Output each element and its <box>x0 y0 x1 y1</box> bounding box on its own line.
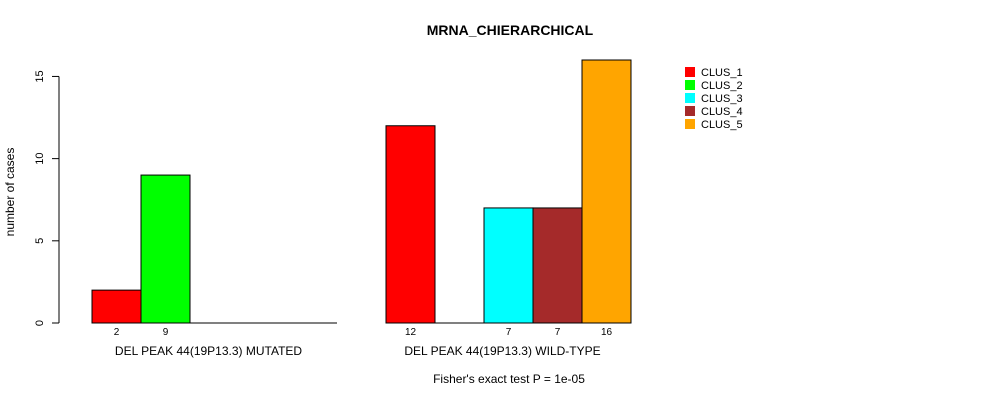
bar-clus-3 <box>483 207 534 324</box>
y-tick-label: 10 <box>34 153 46 165</box>
bar-clus-1 <box>91 289 142 324</box>
y-tick-label: 15 <box>34 70 46 82</box>
legend-label: CLUS_1 <box>701 67 743 79</box>
group-label: DEL PEAK 44(19P13.3) WILD-TYPE <box>404 344 600 358</box>
legend-label: CLUS_2 <box>701 80 743 92</box>
group-label: DEL PEAK 44(19P13.3) MUTATED <box>115 344 303 358</box>
legend-swatch <box>685 106 695 116</box>
legend-label: CLUS_4 <box>701 106 743 118</box>
legend-label: CLUS_3 <box>701 93 743 105</box>
y-axis: 0 5 10 15 <box>34 70 60 326</box>
y-tick-label: 0 <box>34 320 46 326</box>
bar-count-label: 9 <box>163 327 169 338</box>
bar-count-label: 2 <box>114 327 120 338</box>
fisher-test-label: Fisher's exact test P = 1e-05 <box>433 372 585 386</box>
bar-count-label: 7 <box>555 327 561 338</box>
legend-swatch <box>685 119 695 129</box>
value-labels: 2 9 12 7 7 16 <box>114 327 613 338</box>
bar-clus-4 <box>532 207 583 324</box>
bar-count-label: 12 <box>405 327 417 338</box>
group-labels: DEL PEAK 44(19P13.3) MUTATED DEL PEAK 44(… <box>115 344 601 358</box>
chart-title: MRNA_CHIERARCHICAL <box>427 22 594 38</box>
y-tick-label: 5 <box>34 238 46 244</box>
bar-count-label: 7 <box>506 327 512 338</box>
legend-swatch <box>685 80 695 90</box>
bars <box>91 59 632 324</box>
legend-swatch <box>685 67 695 77</box>
y-axis-label: number of cases <box>3 148 17 237</box>
legend-label: CLUS_5 <box>701 119 743 131</box>
legend-swatch <box>685 93 695 103</box>
bar-clus-1 <box>385 125 436 324</box>
bar-clus-5 <box>581 59 632 324</box>
bar-count-label: 16 <box>601 327 613 338</box>
bar-clus-2 <box>140 174 191 324</box>
